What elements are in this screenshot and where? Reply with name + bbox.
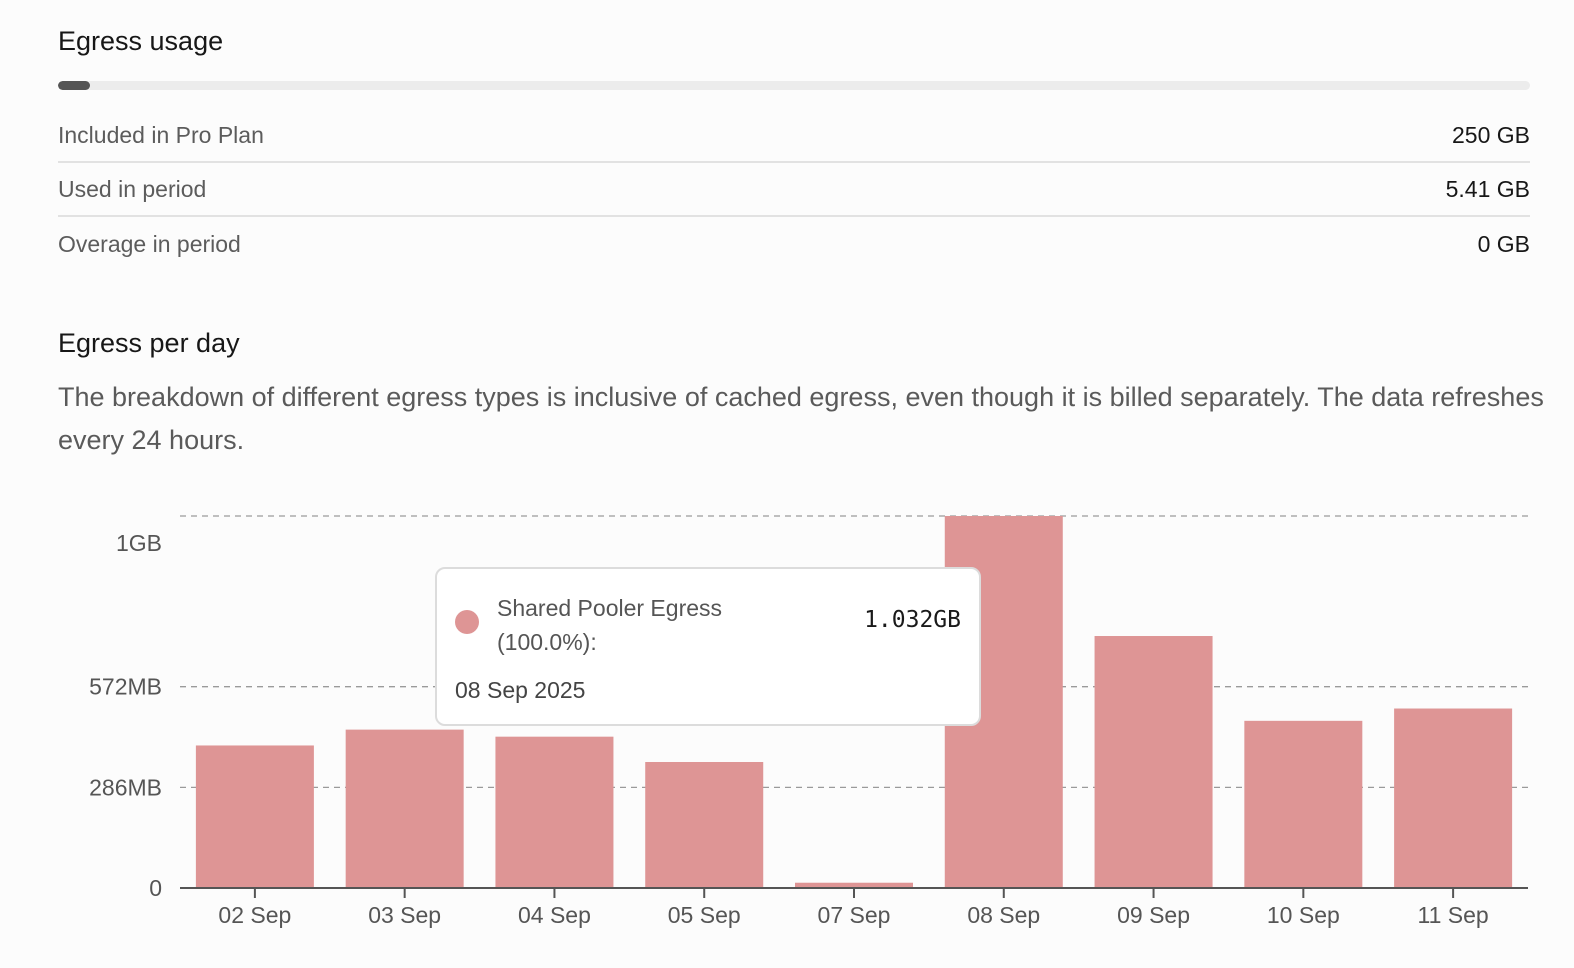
bar xyxy=(645,762,764,888)
egress-usage-progress-fill xyxy=(58,81,90,90)
x-tick-label: 07 Sep xyxy=(818,902,891,928)
x-tick-label: 02 Sep xyxy=(218,902,291,928)
y-tick-label: 0 xyxy=(149,875,162,901)
overage-in-period-value: 0 GB xyxy=(1477,230,1530,257)
bar xyxy=(1094,636,1213,888)
tooltip-date: 08 Sep 2025 xyxy=(455,677,586,703)
row-divider xyxy=(58,161,1530,163)
tooltip-series-name: Shared Pooler Egress xyxy=(497,595,723,621)
egress-per-day-description: The breakdown of different egress types … xyxy=(58,382,1544,455)
included-in-plan-label: Included in Pro Plan xyxy=(58,121,264,148)
egress-usage-title: Egress usage xyxy=(58,26,224,56)
x-tick-label: 05 Sep xyxy=(668,902,741,928)
x-tick-label: 10 Sep xyxy=(1267,902,1340,928)
x-tick-label: 03 Sep xyxy=(368,902,441,928)
bar xyxy=(1394,708,1513,888)
x-tick-label: 08 Sep xyxy=(967,902,1040,928)
bar xyxy=(195,745,314,888)
included-in-plan-row: Included in Pro Plan 250 GB xyxy=(58,108,1530,162)
egress-usage-progress-bar xyxy=(58,81,1530,90)
x-tick-label: 11 Sep xyxy=(1418,902,1489,928)
used-in-period-label: Used in period xyxy=(58,175,207,202)
bar xyxy=(795,882,913,888)
x-tick-label: 09 Sep xyxy=(1117,902,1190,928)
series-color-dot-icon xyxy=(455,610,479,634)
y-tick-label: 572MB xyxy=(89,674,162,700)
bar xyxy=(495,736,614,888)
included-in-plan-value: 250 GB xyxy=(1452,121,1530,148)
used-in-period-row: Used in period 5.41 GB xyxy=(58,162,1530,216)
y-tick-label: 1GB xyxy=(116,530,162,556)
egress-per-day-chart: 0 286MB 572MB 1GB 02 Sep 03 Sep 04 Sep 05 Sep 07… xyxy=(89,515,1528,928)
overage-in-period-row: Overage in period 0 GB xyxy=(58,217,1530,271)
row-divider xyxy=(58,215,1530,217)
y-tick-label: 286MB xyxy=(89,774,162,800)
tooltip-value: 1.032GB xyxy=(864,607,961,633)
tooltip-series-label: Shared Pooler Egress (100.0%): xyxy=(497,591,722,659)
x-tick-label: 04 Sep xyxy=(518,902,591,928)
used-in-period-value: 5.41 GB xyxy=(1445,175,1530,202)
overage-in-period-label: Overage in period xyxy=(58,230,241,257)
tooltip-series-percent: (100.0%): xyxy=(497,629,597,655)
bar xyxy=(345,729,464,888)
chart-tooltip: Shared Pooler Egress (100.0%): 1.032GB 0… xyxy=(435,567,981,726)
bar xyxy=(1244,720,1363,888)
egress-per-day-title: Egress per day xyxy=(58,328,240,358)
